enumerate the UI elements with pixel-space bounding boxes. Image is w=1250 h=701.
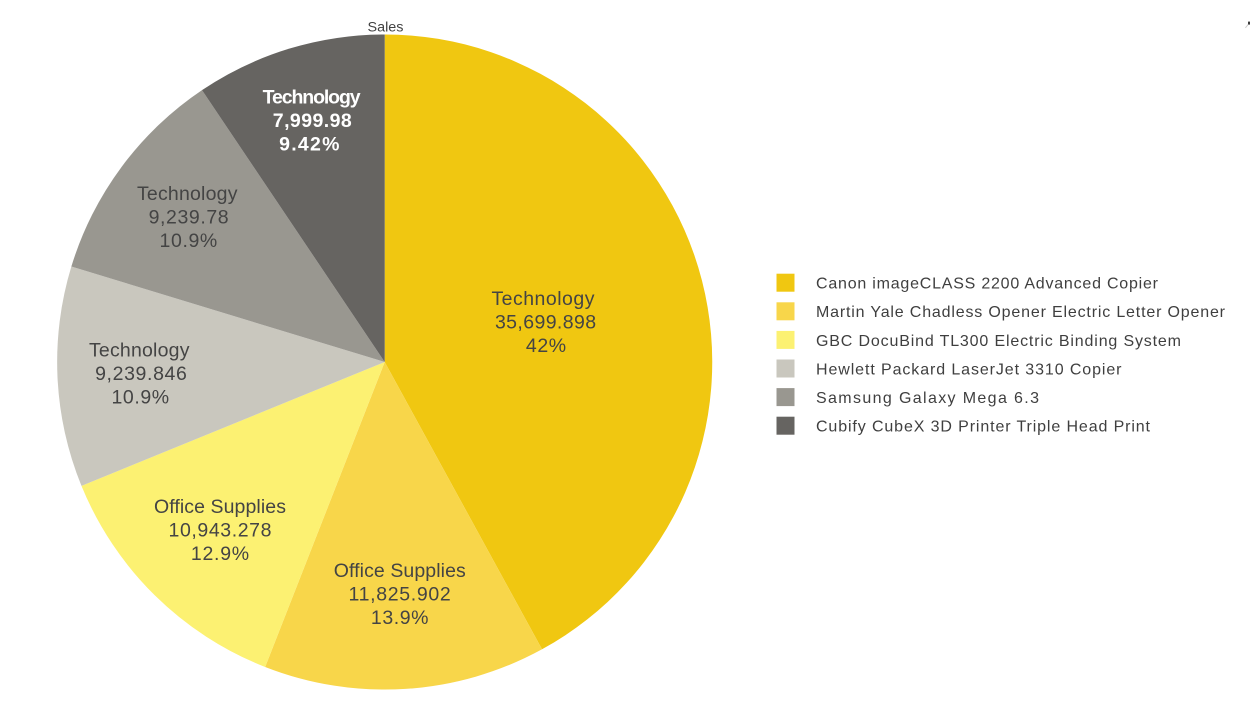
svg-text:Office Supplies 10,943.278 12.: Office Supplies 10,943.278 12.9% [154, 496, 291, 565]
svg-text:Technology 7,999.98 9.42%: Technology 7,999.98 9.42% [263, 87, 365, 156]
svg-text:Technology 9,239.846 10.9%: Technology 9,239.846 10.9% [89, 340, 195, 409]
svg-text:Cubify CubeX 3D Printer Triple: Cubify CubeX 3D Printer Triple Head Prin… [816, 419, 1151, 436]
svg-text:Office Supplies 11,825.902 13.: Office Supplies 11,825.902 13.9% [334, 560, 471, 629]
svg-text:Technology 35,699.898 42%: Technology 35,699.898 42% [491, 288, 601, 357]
svg-text:Canon imageCLASS 2200 Advanced: Canon imageCLASS 2200 Advanced Copier [816, 276, 1159, 293]
svg-text:Samsung Galaxy Mega 6.3: Samsung Galaxy Mega 6.3 [816, 390, 1039, 407]
svg-text:Technology 9,239.78 10.9%: Technology 9,239.78 10.9% [137, 183, 243, 252]
svg-text:GBC DocuBind TL300 Electric Bi: GBC DocuBind TL300 Electric Binding Syst… [816, 333, 1181, 350]
svg-text:Hewlett Packard LaserJet 3310: Hewlett Packard LaserJet 3310 Copier [816, 361, 1122, 378]
svg-text:Martin Yale Chadless Opener El: Martin Yale Chadless Opener Electric Let… [816, 304, 1226, 321]
svg-text:Sales: Sales [368, 19, 404, 34]
